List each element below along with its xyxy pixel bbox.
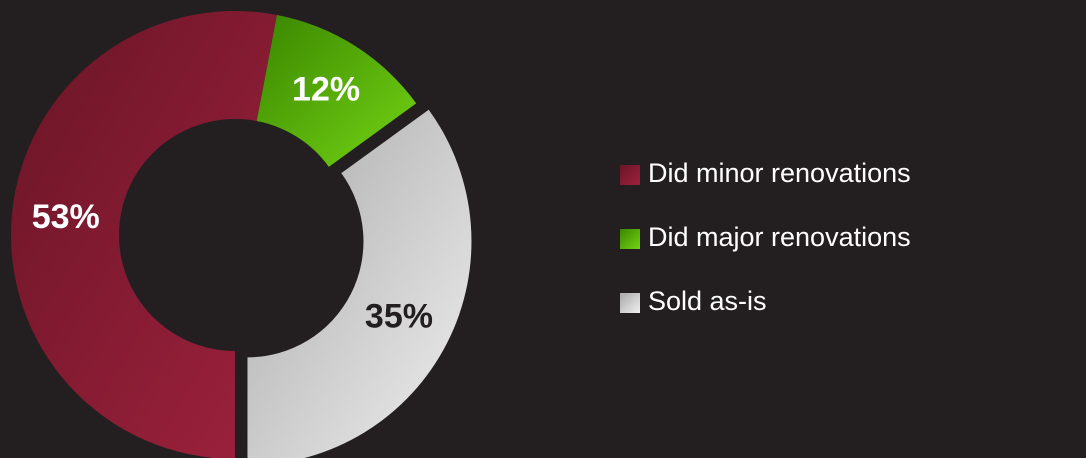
- legend-label: Sold as-is: [648, 286, 767, 316]
- legend-label: Did minor renovations: [648, 158, 911, 188]
- value-label: 53%: [32, 198, 100, 236]
- donut-slice: [247, 109, 472, 458]
- legend-swatch: [620, 293, 640, 313]
- value-label: 12%: [292, 70, 360, 108]
- legend-label: Did major renovations: [648, 222, 911, 252]
- legend-swatch: [620, 229, 640, 249]
- donut-slice: [11, 11, 277, 458]
- value-label: 35%: [365, 298, 433, 336]
- legend-swatch: [620, 165, 640, 185]
- donut-slice: [256, 14, 417, 167]
